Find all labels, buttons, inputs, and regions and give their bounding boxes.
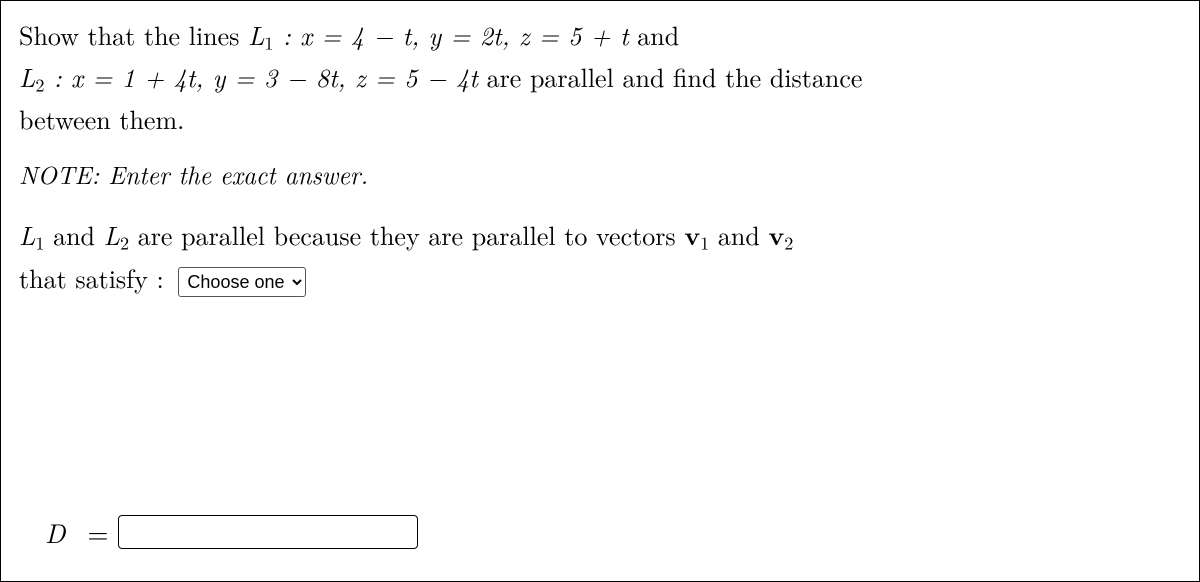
sym-L2b-sub: 2 bbox=[120, 229, 129, 255]
sym-v2-sub: 2 bbox=[784, 229, 793, 255]
sym-v1-sub: 1 bbox=[700, 229, 709, 255]
text-mid1: and bbox=[44, 216, 103, 253]
problem-line-1: Show that the lines L1 : x = 4 − t, y = … bbox=[19, 15, 1181, 57]
sym-v1-base: v bbox=[684, 216, 700, 253]
parallel-explanation: L1 and L2 are parallel because they are … bbox=[19, 214, 1181, 299]
sym-L2-base: L bbox=[19, 58, 35, 95]
sym-v2-base: v bbox=[768, 216, 784, 253]
sym-L1-base: L bbox=[248, 16, 264, 53]
distance-input[interactable] bbox=[118, 515, 418, 549]
sym-L2b-base: L bbox=[104, 216, 120, 253]
answer-row: D = bbox=[45, 513, 418, 551]
sym-equals: = bbox=[87, 513, 108, 551]
problem-statement: Show that the lines L1 : x = 4 − t, y = … bbox=[19, 15, 1181, 139]
answer-label: D = bbox=[45, 513, 108, 551]
text-mid2: are parallel because they are parallel t… bbox=[129, 216, 684, 253]
problem-line-2: L2 : x = 1 + 4t, y = 3 − 8t, z = 5 − 4t … bbox=[19, 57, 1181, 99]
relation-dropdown[interactable]: Choose one bbox=[178, 267, 306, 297]
text-tail: are parallel and find the distance bbox=[478, 58, 863, 95]
eq-L1: : x = 4 − t, y = 2t, z = 5 + t bbox=[274, 16, 629, 53]
sym-L1b-base: L bbox=[19, 216, 35, 253]
text-prefix: Show that the lines bbox=[19, 16, 248, 53]
text-and: and bbox=[629, 16, 680, 53]
text-satisfy: that satisfy : bbox=[19, 259, 164, 296]
explain-line-2: that satisfy : Choose one bbox=[19, 257, 1181, 299]
problem-frame: Show that the lines L1 : x = 4 − t, y = … bbox=[0, 0, 1200, 582]
sym-L1-sub: 1 bbox=[264, 30, 273, 56]
text-mid3: and bbox=[709, 216, 768, 253]
explain-line-1: L1 and L2 are parallel because they are … bbox=[19, 214, 1181, 258]
note-text: NOTE: Enter the exact answer. bbox=[19, 157, 1181, 192]
sym-D: D bbox=[45, 513, 65, 551]
eq-L2: : x = 1 + 4t, y = 3 − 8t, z = 5 − 4t bbox=[44, 58, 477, 95]
problem-line-3: between them. bbox=[19, 99, 1181, 139]
